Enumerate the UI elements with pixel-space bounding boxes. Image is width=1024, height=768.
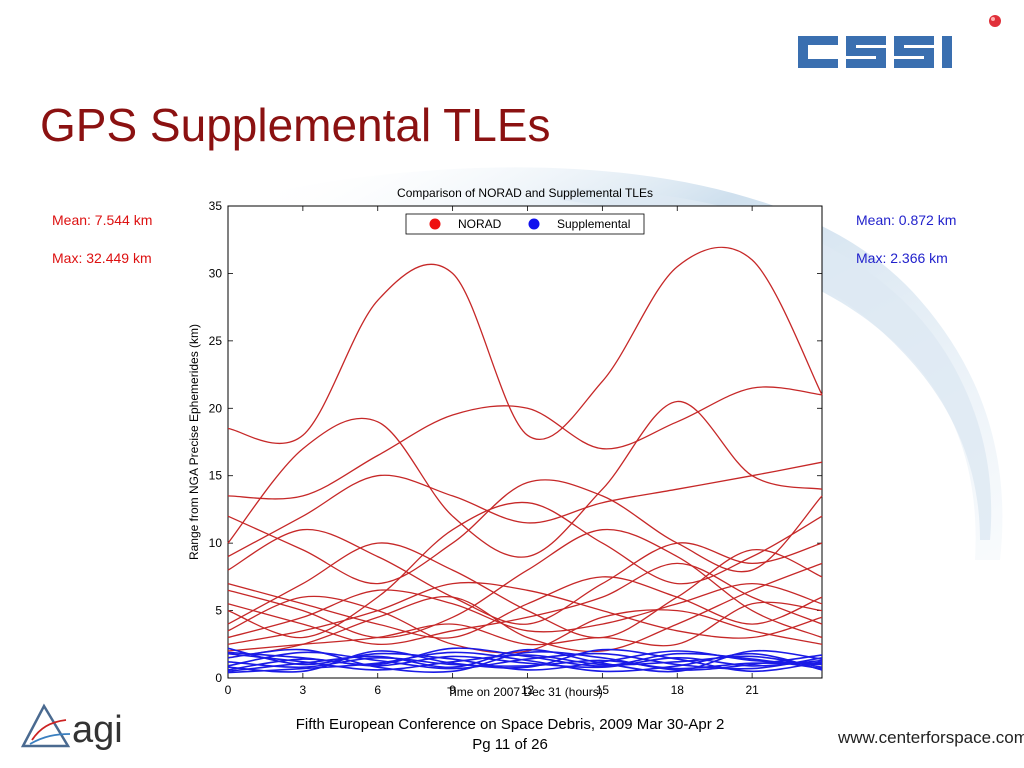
supplemental-series-line-6 [227,648,823,673]
norad-series-line-12 [227,562,823,645]
legend-box [405,213,645,235]
norad-series-line-14 [227,595,823,654]
footer-conference: Fifth European Conference on Space Debri… [295,716,725,733]
y-tick-label: 15 [209,469,223,483]
norad-series-line-10 [227,576,823,639]
legend-marker-norad [429,218,441,230]
x-tick-label: 12 [521,683,535,697]
agi-logo-text: agi [72,709,123,751]
legend: NORAD Supplemental [405,213,645,235]
slide-title: GPS Supplemental TLEs [40,99,551,151]
norad-mean: Mean: 7.544 km [52,212,153,228]
x-tick-label: 6 [374,683,381,697]
legend-label-supplemental: Supplemental [557,217,630,231]
tle-comparison-chart: 0 5 10 15 20 25 30 35 0 3 6 9 12 15 18 21 Comparison o… [187,186,823,699]
x-axis-label: Time on 2007 Dec 31 (hours) [447,685,603,699]
plot-area [227,205,823,679]
x-tick-label: 21 [745,683,759,697]
footer-page-number: Pg 11 of 26 [472,736,548,753]
norad-series-line-6 [227,528,823,625]
y-tick-label: 0 [215,671,222,685]
norad-series-line-8 [227,528,823,639]
cssi-logo [798,15,1001,68]
x-tick-label: 18 [671,683,685,697]
norad-max: Max: 32.449 km [52,250,152,266]
y-tick-label: 35 [209,199,223,213]
website-url: www.centerforspace.com [838,728,1024,747]
norad-series-line-15 [227,601,823,652]
legend-label-norad: NORAD [458,217,502,231]
x-tick-label: 0 [225,683,232,697]
legend-marker-supplemental [528,218,540,230]
y-tick-label: 10 [209,536,223,550]
supplemental-series-line-9 [227,648,823,673]
norad-series-line-7 [227,542,823,639]
x-tick-label: 9 [449,683,456,697]
y-tick-label: 25 [209,334,223,348]
supplemental-series-line-4 [227,647,823,671]
y-tick-label: 20 [209,401,223,415]
x-tick-label: 3 [300,683,307,697]
y-tick-label: 5 [215,604,222,618]
agi-logo: agi [20,703,123,751]
x-tick-label: 15 [596,683,610,697]
supplemental-series-line-7 [227,648,823,673]
supplemental-mean: Mean: 0.872 km [856,212,957,228]
supplemental-max: Max: 2.366 km [856,250,948,266]
norad-series-line-13 [227,562,823,659]
norad-series-line-1 [227,386,823,500]
norad-series-line-3 [227,461,823,558]
chart-title: Comparison of NORAD and Supplemental TLE… [397,186,653,200]
norad-series-line-0 [227,246,823,445]
norad-series-line-9 [227,582,823,639]
norad-series-line-4 [227,479,823,585]
norad-series-line-11 [227,581,823,645]
y-axis-label: Range from NGA Precise Ephemerides (km) [187,324,201,560]
y-tick-label: 30 [209,266,223,280]
norad-series-line-2 [227,400,823,558]
